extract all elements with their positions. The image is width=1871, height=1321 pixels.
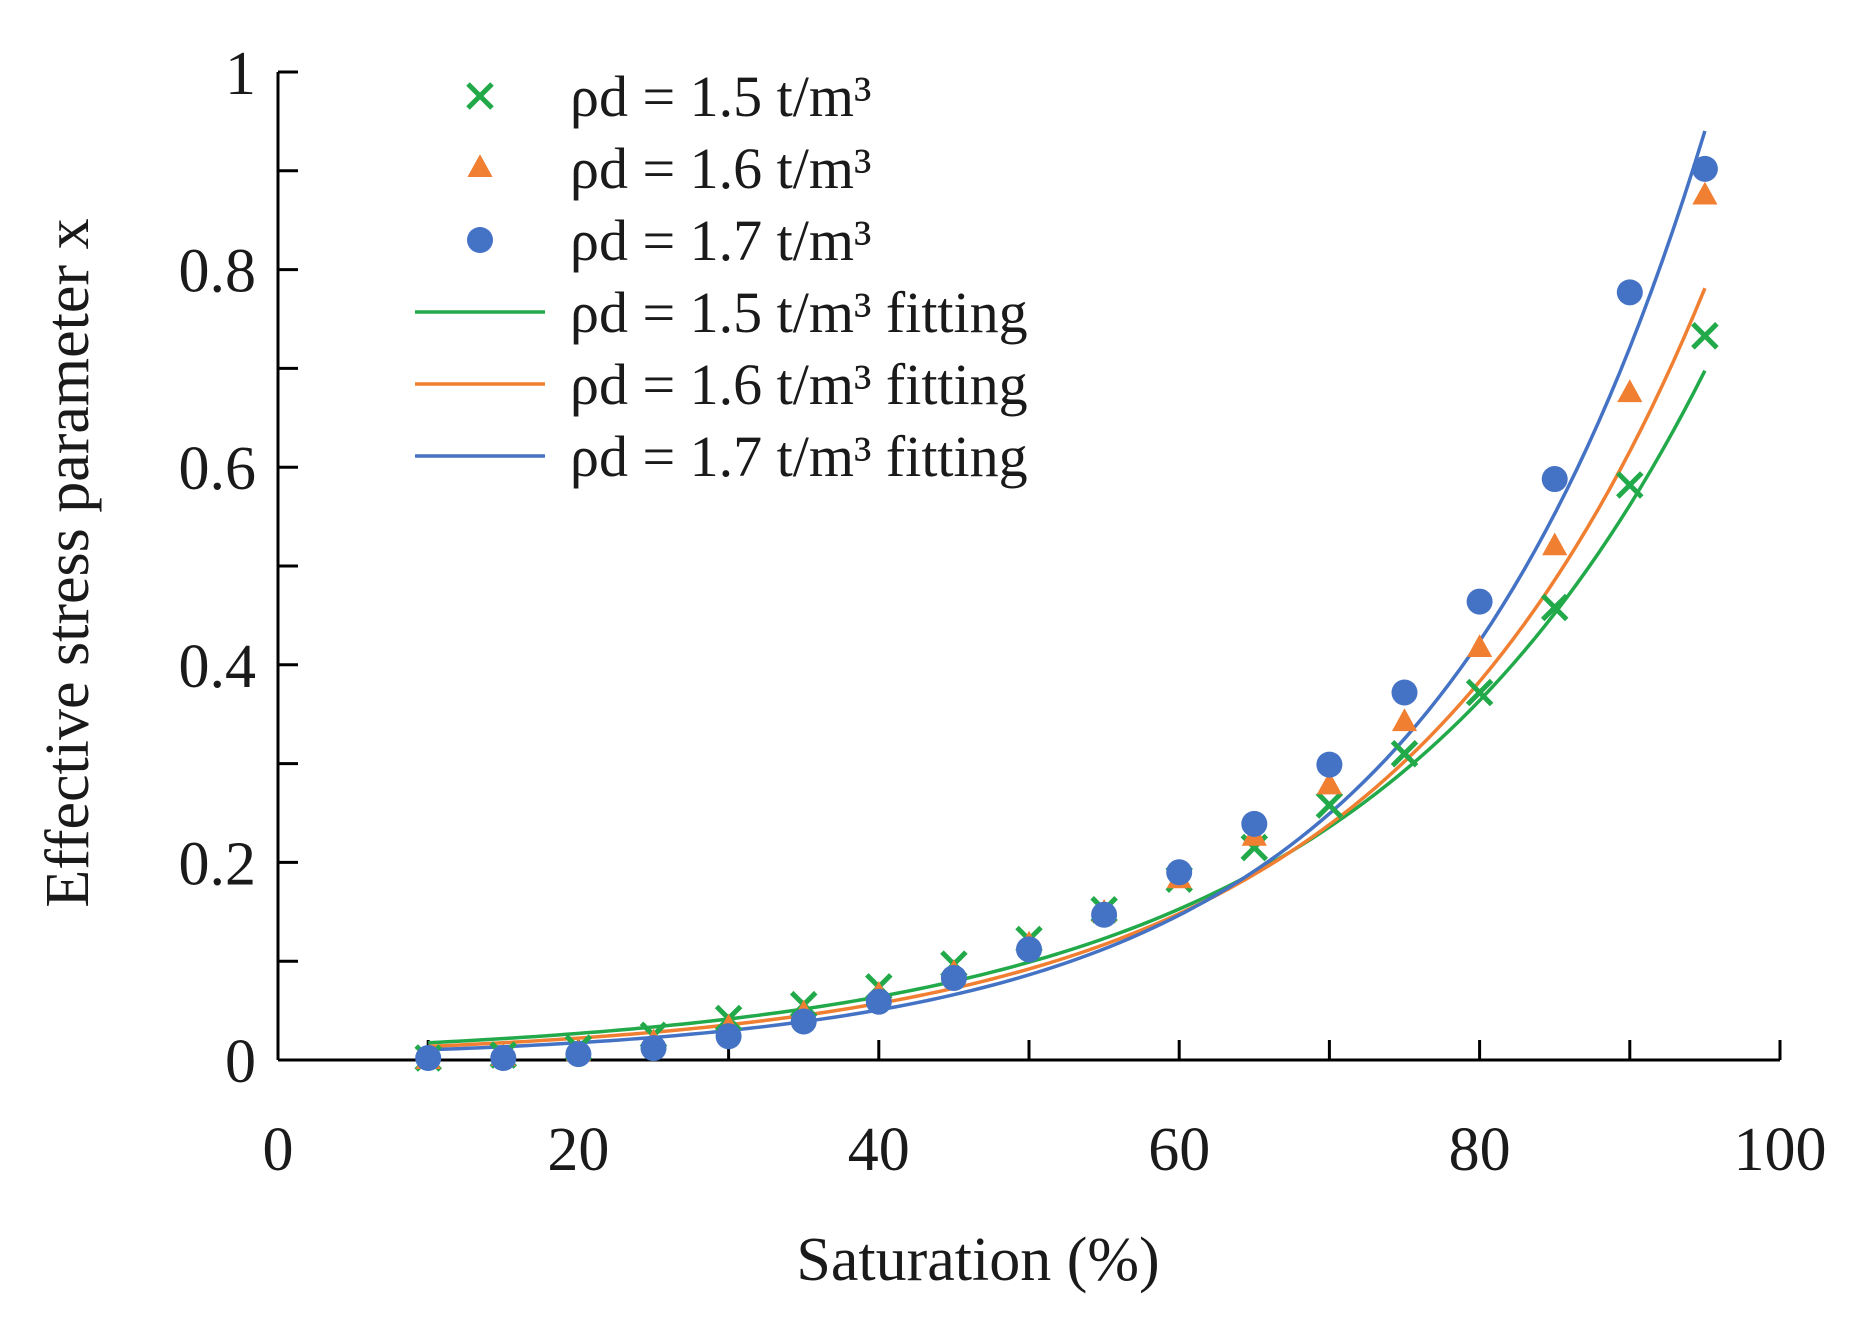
y-tick-label: 0 xyxy=(225,1028,256,1096)
cross-stroke xyxy=(1390,739,1419,768)
legend-label: ρd = 1.6 t/m³ fitting xyxy=(570,352,1028,417)
legend: ρd = 1.5 t/m³ ρd = 1.6 t/m³ ρd = 1.7 t/m³ ρ… xyxy=(415,64,1028,489)
x-tick-label: 20 xyxy=(547,1116,609,1184)
cross-marker xyxy=(1465,678,1494,707)
circle-marker xyxy=(715,1023,742,1050)
circle-marker xyxy=(1391,679,1418,706)
fit-line xyxy=(428,130,1707,1052)
legend-label: ρd = 1.5 t/m³ xyxy=(570,64,871,129)
legend-label: ρd = 1.5 t/m³ fitting xyxy=(570,280,1028,345)
triangle-marker xyxy=(1467,634,1493,658)
y-tick-label: 0.6 xyxy=(179,435,257,503)
circle-marker xyxy=(490,1045,517,1072)
circle-marker xyxy=(1541,466,1568,493)
circle-marker xyxy=(1016,936,1042,963)
cross-marker xyxy=(1315,791,1344,819)
triangle-marker xyxy=(1391,708,1418,732)
x-tick-label: 80 xyxy=(1449,1116,1511,1184)
circle-marker xyxy=(940,964,967,991)
cross-marker xyxy=(1540,593,1569,622)
x-tick-label: 40 xyxy=(848,1116,910,1184)
circle-marker xyxy=(565,1041,592,1068)
y-axis-title: Effective stress parameter x xyxy=(34,218,102,907)
x-axis-title: Saturation (%) xyxy=(796,1226,1159,1294)
x-tick-label: 0 xyxy=(263,1116,294,1184)
triangle-marker xyxy=(1617,379,1643,403)
triangle-marker xyxy=(1542,532,1568,556)
cross-stroke xyxy=(1691,322,1719,350)
circle-marker xyxy=(1166,859,1193,886)
cross-marker xyxy=(1616,471,1644,499)
cross-stroke xyxy=(1315,791,1344,819)
legend-label: ρd = 1.7 t/m³ fitting xyxy=(570,424,1028,489)
y-tick-label: 0.8 xyxy=(179,238,257,306)
circle-marker xyxy=(415,1045,442,1072)
circle-marker xyxy=(865,988,892,1015)
circle-marker xyxy=(1691,155,1718,182)
triangle-marker xyxy=(467,154,493,177)
y-tick-label: 0.2 xyxy=(179,830,257,898)
x-tick-label: 60 xyxy=(1148,1116,1210,1184)
circle-marker xyxy=(1616,279,1643,306)
circle-marker xyxy=(1316,751,1343,778)
y-tick-label: 1 xyxy=(225,40,256,108)
x-tick-label: 100 xyxy=(1734,1116,1827,1184)
fit-line xyxy=(428,287,1707,1049)
circle-marker xyxy=(467,227,493,253)
triangle-marker xyxy=(1316,771,1342,795)
cross-marker xyxy=(466,82,494,110)
legend-label: ρd = 1.6 t/m³ xyxy=(570,136,871,201)
cross-stroke xyxy=(466,82,494,110)
cross-stroke xyxy=(1616,471,1644,499)
circle-marker xyxy=(790,1008,817,1035)
data-markers xyxy=(414,155,1719,1072)
axes: 0 20 40 60 80 100 0 0.2 0.4 0.6 0.8 1 xyxy=(179,40,1827,1184)
circle-marker xyxy=(640,1035,667,1062)
cross-marker xyxy=(1390,739,1419,768)
circle-marker xyxy=(1241,810,1268,837)
cross-stroke xyxy=(1465,678,1494,707)
fit-lines xyxy=(428,130,1707,1052)
circle-marker xyxy=(1091,901,1118,928)
fit-line xyxy=(428,369,1707,1045)
cross-stroke xyxy=(1540,593,1569,622)
circle-marker xyxy=(1466,588,1493,615)
triangle-marker xyxy=(1692,181,1718,205)
y-tick-label: 0.4 xyxy=(179,633,257,701)
legend-label: ρd = 1.7 t/m³ xyxy=(570,208,871,273)
cross-marker xyxy=(1691,322,1719,350)
